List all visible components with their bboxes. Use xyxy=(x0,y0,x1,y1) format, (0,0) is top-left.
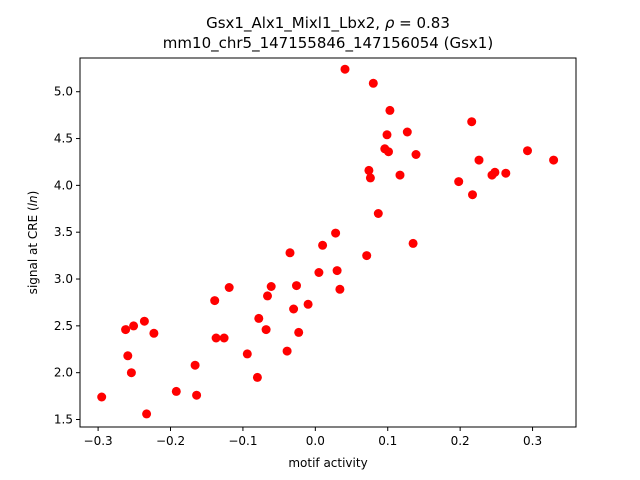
data-point xyxy=(97,392,107,402)
data-point xyxy=(261,325,271,335)
data-point xyxy=(171,386,181,396)
data-point xyxy=(454,177,464,187)
data-point xyxy=(373,209,383,218)
data-point xyxy=(474,155,484,165)
data-point xyxy=(318,240,328,250)
data-point xyxy=(142,409,152,419)
data-point xyxy=(224,283,234,292)
y-axis-label-italic: ln xyxy=(26,195,40,206)
y-axis-label: signal at CRE (ln) xyxy=(26,191,40,295)
data-points xyxy=(97,64,559,419)
y-axis-ticks: 1.5 2.0 2.5 3.0 3.5 4.0 4.5 5.0 xyxy=(54,85,80,427)
data-point xyxy=(384,147,393,157)
title-gene-text: Gsx1_Alx1_Mixl1_Lbx2, xyxy=(206,14,385,33)
data-point xyxy=(123,351,133,361)
x-tick-label: −0.2 xyxy=(156,434,185,448)
data-point xyxy=(411,150,421,159)
data-point xyxy=(362,251,372,261)
data-point xyxy=(395,170,405,180)
x-axis-label: motif activity xyxy=(288,456,367,470)
data-point xyxy=(331,228,341,238)
data-point xyxy=(382,130,392,140)
data-point xyxy=(211,333,221,343)
data-point xyxy=(408,238,418,248)
data-point xyxy=(192,390,202,400)
data-point xyxy=(292,281,301,291)
x-tick-label: 0.0 xyxy=(306,434,325,448)
data-point xyxy=(289,304,299,314)
data-point xyxy=(385,105,395,115)
y-tick-label: 4.0 xyxy=(54,178,73,192)
data-point xyxy=(549,155,559,165)
data-point xyxy=(314,268,324,277)
data-point xyxy=(252,372,262,382)
x-tick-label: −0.1 xyxy=(228,434,257,448)
plot-frame xyxy=(79,57,577,428)
y-tick-label: 5.0 xyxy=(54,85,73,99)
data-point xyxy=(219,333,229,343)
data-point xyxy=(523,146,532,156)
data-point xyxy=(266,282,276,291)
data-point xyxy=(126,368,136,378)
y-tick-label: 3.5 xyxy=(54,225,73,239)
data-point xyxy=(242,349,252,359)
data-point xyxy=(210,296,220,306)
data-point xyxy=(368,78,378,88)
data-point xyxy=(335,284,345,294)
y-axis-label-suffix: ) xyxy=(26,191,40,196)
data-point xyxy=(149,328,159,338)
x-tick-label: 0.3 xyxy=(523,434,542,448)
y-tick-label: 4.5 xyxy=(54,132,73,146)
data-point xyxy=(139,316,149,326)
data-point xyxy=(190,360,200,370)
data-point xyxy=(121,325,131,335)
data-point xyxy=(340,64,350,74)
data-point xyxy=(402,127,412,137)
data-point xyxy=(282,346,292,356)
y-axis-label-prefix: signal at CRE ( xyxy=(26,206,40,294)
x-tick-label: −0.3 xyxy=(84,434,113,448)
data-point xyxy=(254,313,264,323)
data-point xyxy=(468,190,477,200)
data-point xyxy=(129,321,139,331)
x-axis-ticks: −0.3 −0.2 −0.1 0.0 0.1 0.2 0.3 xyxy=(84,427,542,448)
title-rho-symbol: ρ xyxy=(385,14,395,32)
y-tick-label: 1.5 xyxy=(54,413,73,427)
y-tick-label: 2.0 xyxy=(54,366,73,380)
data-point xyxy=(294,327,304,337)
data-point xyxy=(365,173,375,183)
x-tick-label: 0.1 xyxy=(378,434,397,448)
data-point xyxy=(285,248,295,258)
data-point xyxy=(332,266,342,276)
data-point xyxy=(467,117,477,127)
data-point xyxy=(263,291,272,301)
data-point xyxy=(364,165,374,175)
data-point xyxy=(501,168,511,178)
title-rho-value: = 0.83 xyxy=(394,14,450,32)
chart-title-line1: Gsx1_Alx1_Mixl1_Lbx2, ρ = 0.83 xyxy=(206,14,450,33)
y-tick-label: 2.5 xyxy=(54,319,73,333)
chart-title-line2: mm10_chr5_147155846_147156054 (Gsx1) xyxy=(163,34,493,53)
data-point xyxy=(303,299,313,309)
y-tick-label: 3.0 xyxy=(54,272,73,286)
x-tick-label: 0.2 xyxy=(451,434,470,448)
data-point xyxy=(490,167,500,177)
